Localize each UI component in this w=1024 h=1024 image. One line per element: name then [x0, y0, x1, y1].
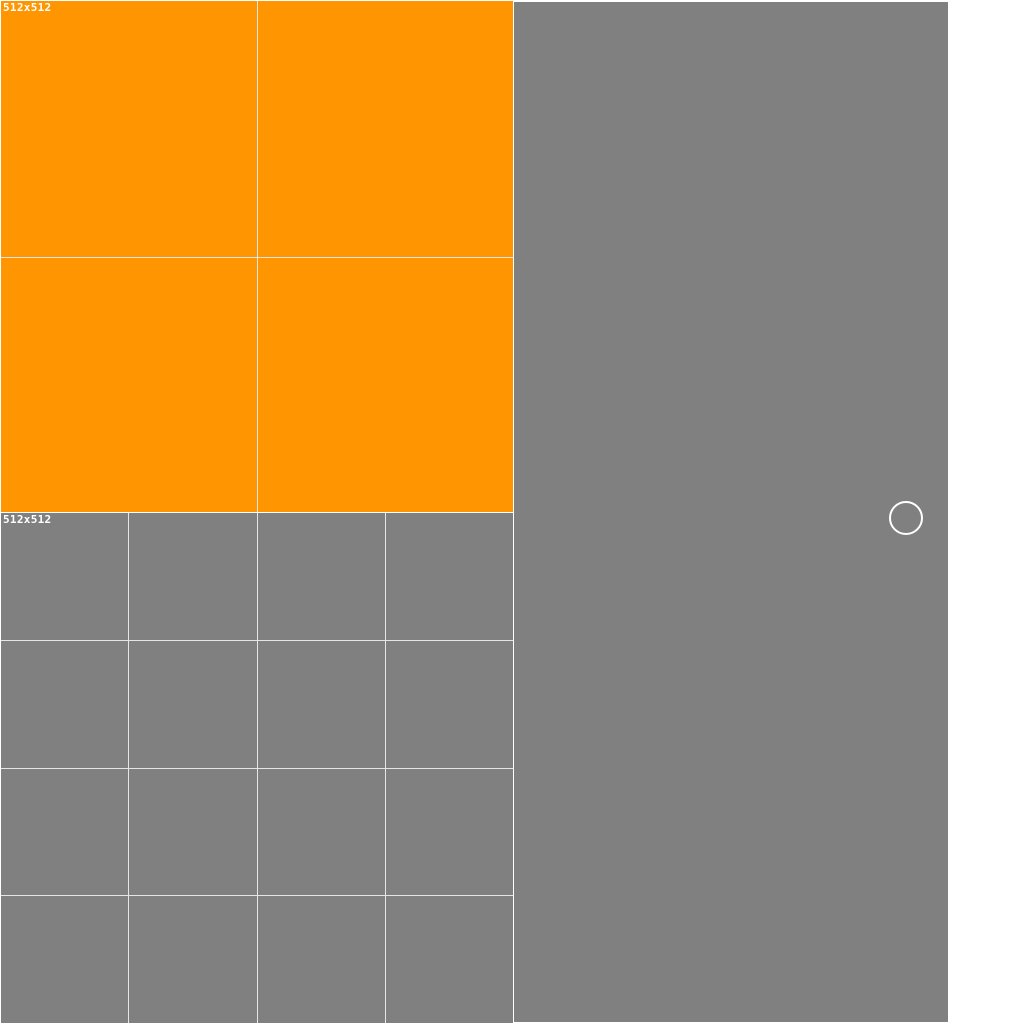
tile-bottom[interactable]	[0, 512, 514, 1024]
tile-bottom-cell[interactable]	[385, 896, 513, 1023]
circle-cursor-icon	[889, 501, 923, 535]
tile-bottom-cell[interactable]	[129, 513, 257, 640]
tile-bottom-cell[interactable]	[1, 896, 129, 1023]
tile-top-cell[interactable]	[1, 1, 257, 257]
tile-bottom-cell[interactable]	[385, 513, 513, 640]
tile-bottom-cell[interactable]	[257, 513, 385, 640]
tile-bottom-cell[interactable]	[1, 640, 129, 768]
tile-top-cell[interactable]	[257, 257, 513, 513]
tile-bottom-cell[interactable]	[257, 640, 385, 768]
tile-bottom-cell[interactable]	[1, 768, 129, 896]
tile-bottom-cell[interactable]	[129, 768, 257, 896]
side-panel[interactable]	[514, 2, 948, 1022]
tile-top-cell[interactable]	[1, 257, 257, 513]
tile-bottom-cell[interactable]	[129, 896, 257, 1023]
tile-bottom-cell[interactable]	[385, 640, 513, 768]
tile-bottom-cell[interactable]	[385, 768, 513, 896]
tile-top[interactable]	[0, 0, 514, 514]
tile-bottom-cell[interactable]	[129, 640, 257, 768]
tile-bottom-cell[interactable]	[257, 896, 385, 1023]
tile-bottom-cell[interactable]	[1, 513, 129, 640]
tile-bottom-cell[interactable]	[257, 768, 385, 896]
tile-top-cell[interactable]	[257, 1, 513, 257]
